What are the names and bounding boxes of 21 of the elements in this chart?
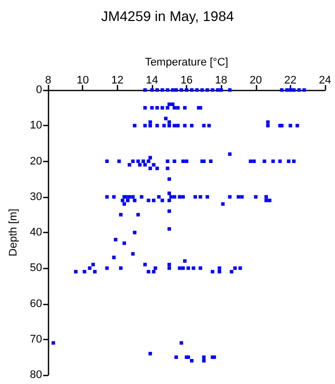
x-tick-label: 10 bbox=[76, 74, 89, 86]
x-tick-label: 16 bbox=[180, 74, 193, 86]
x-tick-label: 8 bbox=[45, 74, 52, 86]
x-axis-title: Temperature [°C] bbox=[144, 56, 228, 68]
y-tick-label: 10 bbox=[30, 120, 42, 132]
y-tick-label: 0 bbox=[36, 84, 42, 96]
y-axis-title: Depth [m] bbox=[8, 208, 20, 256]
x-tick-label: 18 bbox=[215, 74, 228, 86]
y-tick-label: 80 bbox=[30, 369, 42, 381]
y-tick-label: 40 bbox=[30, 226, 42, 238]
y-tick-label: 50 bbox=[30, 262, 42, 274]
chart-title: JM4259 in May, 1984 bbox=[101, 8, 234, 24]
y-tick-label: 60 bbox=[30, 298, 42, 310]
x-tick-label: 22 bbox=[284, 74, 297, 86]
x-tick-label: 14 bbox=[146, 74, 158, 86]
x-tick-label: 24 bbox=[318, 74, 332, 86]
y-tick-label: 70 bbox=[30, 333, 42, 346]
x-tick-label: 20 bbox=[250, 74, 262, 86]
x-tick-label: 12 bbox=[111, 74, 124, 86]
y-tick-label: 20 bbox=[30, 155, 42, 168]
y-tick-label: 30 bbox=[30, 190, 42, 203]
